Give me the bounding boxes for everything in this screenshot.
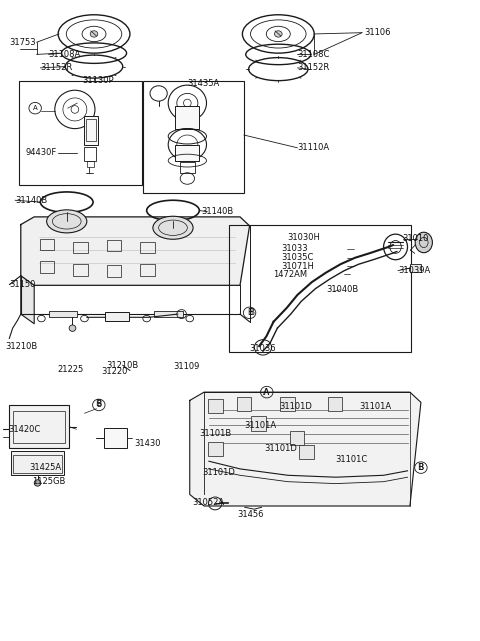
Bar — [180, 162, 194, 173]
Polygon shape — [21, 217, 250, 285]
Ellipse shape — [153, 216, 193, 239]
Text: 31110A: 31110A — [298, 144, 330, 153]
Text: 31033: 31033 — [281, 244, 308, 253]
Text: 21225: 21225 — [57, 365, 84, 374]
Text: A: A — [264, 388, 269, 397]
Text: 31101D: 31101D — [203, 468, 236, 478]
Bar — [48, 311, 77, 317]
Text: 94430F: 94430F — [25, 149, 57, 158]
Bar — [175, 106, 199, 129]
Text: 31435A: 31435A — [187, 79, 220, 88]
Text: 1472AM: 1472AM — [274, 270, 308, 279]
Bar — [105, 312, 129, 320]
Text: 31071H: 31071H — [281, 262, 314, 271]
Text: 31425A: 31425A — [29, 463, 61, 472]
Bar — [87, 161, 94, 167]
Polygon shape — [190, 392, 421, 506]
Bar — [107, 265, 121, 277]
Text: 31101A: 31101A — [245, 421, 277, 430]
Text: 31101C: 31101C — [336, 456, 368, 465]
Text: B: B — [96, 399, 102, 408]
Bar — [73, 264, 88, 276]
Bar — [175, 145, 199, 161]
Text: 31456: 31456 — [238, 510, 264, 519]
Bar — [208, 442, 223, 456]
Text: B: B — [419, 463, 423, 472]
Text: A: A — [33, 105, 37, 111]
Bar — [9, 405, 69, 449]
Bar — [410, 264, 421, 272]
Text: 31039A: 31039A — [398, 266, 430, 275]
Bar — [84, 147, 96, 161]
Text: 31150: 31150 — [9, 280, 36, 289]
Text: B: B — [417, 463, 423, 472]
Text: 31130P: 31130P — [82, 76, 114, 85]
Text: 31210B: 31210B — [106, 361, 138, 370]
Text: 31420C: 31420C — [8, 425, 40, 434]
Text: B: B — [247, 308, 252, 317]
Bar — [280, 397, 295, 412]
Text: 31052A: 31052A — [192, 497, 224, 506]
Bar — [208, 399, 223, 413]
Bar — [11, 451, 64, 475]
Text: 31152R: 31152R — [298, 63, 330, 72]
Bar — [12, 412, 65, 444]
Bar — [107, 240, 121, 251]
Bar — [104, 428, 127, 449]
Text: 31101D: 31101D — [279, 402, 312, 411]
Ellipse shape — [415, 232, 432, 253]
Ellipse shape — [275, 31, 282, 37]
Text: 31106: 31106 — [364, 28, 391, 37]
Bar — [12, 455, 62, 472]
Bar — [40, 261, 54, 272]
Text: 31140B: 31140B — [202, 207, 234, 216]
Text: 31108C: 31108C — [298, 50, 330, 59]
Text: 31109: 31109 — [173, 362, 199, 371]
Ellipse shape — [47, 210, 87, 233]
Text: B: B — [249, 308, 255, 317]
Bar — [19, 81, 143, 185]
Bar — [154, 311, 182, 317]
Text: 31101A: 31101A — [360, 402, 392, 411]
Bar — [300, 445, 314, 460]
Text: 31101B: 31101B — [199, 429, 231, 438]
Text: 31040B: 31040B — [326, 285, 359, 294]
Text: 31030H: 31030H — [287, 233, 320, 242]
Text: 31220: 31220 — [101, 367, 128, 376]
Bar — [237, 397, 252, 412]
Text: 31210B: 31210B — [5, 342, 38, 351]
Text: 31036: 31036 — [250, 344, 276, 353]
Text: 31035C: 31035C — [281, 253, 313, 262]
Bar — [252, 417, 266, 431]
Text: 31101D: 31101D — [264, 444, 297, 453]
Bar — [328, 397, 342, 412]
Ellipse shape — [69, 325, 76, 331]
Ellipse shape — [34, 479, 41, 486]
Text: A: A — [263, 388, 269, 397]
Ellipse shape — [90, 31, 98, 37]
Text: 31753: 31753 — [9, 38, 36, 47]
Text: 31140B: 31140B — [15, 196, 48, 204]
Text: 31010: 31010 — [403, 234, 429, 243]
Bar — [144, 81, 244, 192]
Bar — [73, 242, 88, 253]
Bar — [141, 264, 155, 276]
Bar — [40, 238, 54, 250]
Text: B: B — [96, 401, 101, 410]
Bar — [141, 242, 155, 253]
Bar — [229, 224, 411, 353]
Bar — [86, 119, 96, 142]
Text: 1125GB: 1125GB — [32, 477, 65, 486]
Text: 31430: 31430 — [135, 439, 161, 448]
Bar — [290, 431, 304, 445]
Text: 31108A: 31108A — [48, 50, 81, 59]
Bar — [84, 116, 98, 145]
Polygon shape — [21, 276, 34, 324]
Text: 31152R: 31152R — [40, 63, 72, 72]
